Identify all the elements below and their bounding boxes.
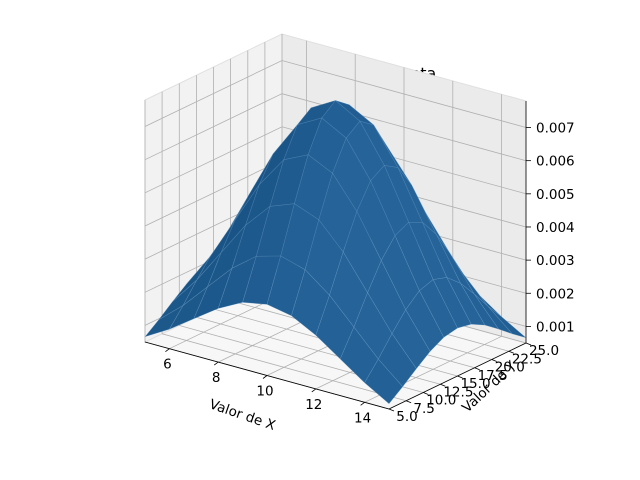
y-tick <box>457 375 463 379</box>
surface-patch <box>446 276 486 326</box>
z-tick-label: 0.004 <box>536 220 575 236</box>
surface-patch <box>377 333 417 388</box>
x-tick-label: 6 <box>163 357 172 373</box>
surface-patch <box>364 358 404 405</box>
density-surface <box>144 99 527 405</box>
y-tick-label: 7.5 <box>413 401 434 417</box>
y-tick-label: 22.5 <box>512 351 542 367</box>
y-tick-label: 12.5 <box>443 384 473 400</box>
z-gridline <box>144 93 527 162</box>
y-tick-label: 5.0 <box>396 409 417 425</box>
y-tick <box>440 383 446 387</box>
x-tick-label: 8 <box>212 370 221 386</box>
surface-patch <box>460 283 500 330</box>
y-tick <box>508 350 515 354</box>
surface-patch <box>391 309 431 370</box>
y-tick-label: 10.0 <box>426 393 456 409</box>
z-gridline <box>144 60 527 128</box>
z-tick-label: 0.005 <box>536 187 575 203</box>
y-tick-label: 20.0 <box>495 360 525 376</box>
z-tick-label: 0.006 <box>536 154 575 170</box>
x-tick <box>213 361 219 366</box>
x-tick <box>262 375 268 379</box>
y-tick-label: 15.0 <box>460 376 490 392</box>
x-tick-label: 10 <box>256 384 273 400</box>
x-axis-label: Valor de X <box>207 396 277 434</box>
y-tick-label: 17.5 <box>478 368 508 384</box>
x-tick <box>165 348 170 353</box>
axes: 6 8 10 12 14 5.07.510.012.515.017.520.022.525… <box>144 101 575 426</box>
y-tick <box>423 392 429 395</box>
surface-patch <box>473 293 514 335</box>
y-tick <box>525 342 532 346</box>
y-gridline <box>161 91 407 402</box>
x-tick-label: 14 <box>354 410 371 426</box>
z-tick-label: 0.003 <box>536 253 575 269</box>
y-tick <box>405 400 412 404</box>
z-tick-label: 0.002 <box>536 286 575 302</box>
z-tick-label: 0.001 <box>536 319 575 335</box>
x-tick-label: 12 <box>305 397 322 413</box>
x-tick <box>360 401 365 406</box>
y-tick <box>491 359 497 362</box>
y-tick <box>474 367 480 371</box>
y-gridline <box>178 83 424 393</box>
y-tick-label: 25.0 <box>529 343 559 359</box>
x-tick <box>311 388 317 393</box>
z-tick-label: 0.007 <box>536 121 575 137</box>
z-gridline <box>144 126 527 195</box>
y-tick <box>388 408 395 412</box>
